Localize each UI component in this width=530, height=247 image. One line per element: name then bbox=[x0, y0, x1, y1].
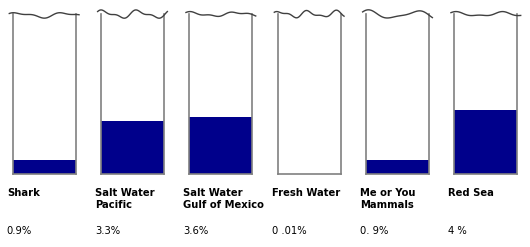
Text: 0. 9%: 0. 9% bbox=[360, 226, 388, 236]
Bar bbox=[13, 14, 76, 174]
Text: 4 %: 4 % bbox=[448, 226, 467, 236]
Text: Fresh Water: Fresh Water bbox=[272, 188, 340, 198]
Bar bbox=[189, 117, 252, 174]
Bar bbox=[366, 14, 429, 174]
Text: Me or You
Mammals: Me or You Mammals bbox=[360, 188, 416, 210]
Bar bbox=[454, 110, 517, 174]
Text: 3.6%: 3.6% bbox=[183, 226, 209, 236]
Text: Salt Water
Pacific: Salt Water Pacific bbox=[95, 188, 155, 210]
Text: 3.3%: 3.3% bbox=[95, 226, 120, 236]
Bar bbox=[278, 14, 341, 174]
Text: Red Sea: Red Sea bbox=[448, 188, 494, 198]
Text: 0.9%: 0.9% bbox=[7, 226, 32, 236]
Bar bbox=[366, 160, 429, 174]
Text: Shark: Shark bbox=[7, 188, 40, 198]
Bar bbox=[101, 14, 164, 174]
Bar bbox=[13, 160, 76, 174]
Text: 0 .01%: 0 .01% bbox=[272, 226, 306, 236]
Bar bbox=[101, 122, 164, 174]
Bar bbox=[189, 14, 252, 174]
Text: Salt Water
Gulf of Mexico: Salt Water Gulf of Mexico bbox=[183, 188, 264, 210]
Bar bbox=[454, 14, 517, 174]
